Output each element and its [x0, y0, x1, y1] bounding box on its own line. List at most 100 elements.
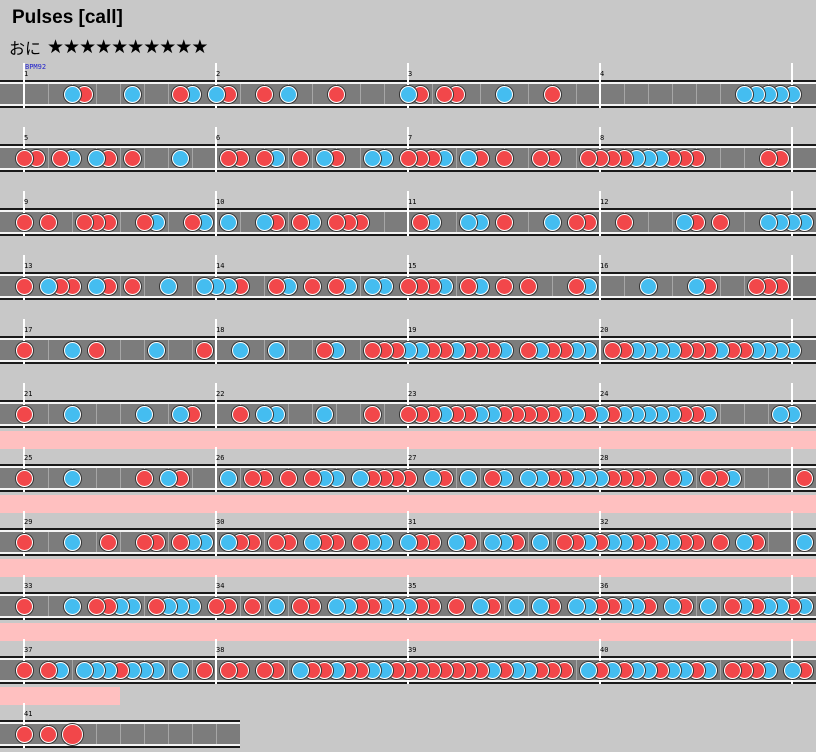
beat-tick [336, 404, 337, 424]
don-note [255, 85, 273, 103]
gogo-time-band [0, 495, 816, 513]
star-rating: ★★★★★★★★★★ [47, 36, 208, 58]
don-note [243, 469, 261, 487]
don-note [147, 597, 165, 615]
don-note [291, 213, 309, 231]
beat-tick [768, 532, 769, 552]
don-note [723, 661, 741, 679]
don-note [327, 213, 345, 231]
don-note [195, 341, 213, 359]
beat-tick [360, 276, 361, 296]
beat-tick [48, 84, 49, 104]
measure-number: 40 [600, 646, 609, 654]
beat-tick [216, 724, 217, 744]
beat-tick [720, 148, 721, 168]
don-note [519, 341, 537, 359]
ka-note [771, 405, 789, 423]
beat-tick [744, 148, 745, 168]
measure-number: 16 [600, 262, 609, 270]
beat-tick [456, 468, 457, 488]
don-note [399, 277, 417, 295]
measure-barline-end [791, 127, 793, 172]
ka-note [171, 149, 189, 167]
ka-note [363, 149, 381, 167]
beat-tick [672, 84, 673, 104]
don-note [483, 469, 501, 487]
beat-tick [144, 276, 145, 296]
don-note [39, 725, 57, 743]
measure-number: 3 [408, 70, 413, 78]
beat-tick [648, 212, 649, 232]
don-note [75, 213, 93, 231]
don-note [495, 277, 513, 295]
beat-tick [192, 148, 193, 168]
measure-number: 18 [216, 326, 225, 334]
measure-number: 31 [408, 518, 417, 526]
beat-tick [480, 84, 481, 104]
measure-number: 15 [408, 262, 417, 270]
beat-tick [168, 724, 169, 744]
beat-tick [672, 276, 673, 296]
don-note [795, 469, 813, 487]
beat-tick [360, 84, 361, 104]
beat-tick [360, 148, 361, 168]
ka-note [219, 533, 237, 551]
ka-note [519, 469, 537, 487]
beat-tick [192, 724, 193, 744]
don-note [219, 661, 237, 679]
don-note [279, 469, 297, 487]
ka-note [219, 213, 237, 231]
don-note [207, 597, 225, 615]
ka-note [399, 85, 417, 103]
measure-barline-end [791, 255, 793, 300]
beat-tick [288, 404, 289, 424]
don-note [363, 341, 381, 359]
don-note [711, 533, 729, 551]
beat-tick [240, 468, 241, 488]
don-note [123, 277, 141, 295]
gogo-time-band [0, 623, 816, 641]
don-note [519, 277, 537, 295]
don-note [759, 149, 777, 167]
beat-tick [96, 84, 97, 104]
beat-tick [312, 404, 313, 424]
beat-tick [288, 596, 289, 616]
ka-note [795, 533, 813, 551]
measure-number: 7 [408, 134, 413, 142]
measure-number: 28 [600, 454, 609, 462]
beat-tick [192, 660, 193, 680]
beat-tick [744, 276, 745, 296]
don-note [267, 533, 285, 551]
beat-tick [240, 212, 241, 232]
ka-note [63, 85, 81, 103]
don-note [15, 405, 33, 423]
beat-tick [552, 532, 553, 552]
don-note [711, 213, 729, 231]
measure-barline [215, 191, 217, 236]
ka-note [219, 469, 237, 487]
ka-note [159, 277, 177, 295]
don-note [15, 213, 33, 231]
measure-barline [215, 639, 217, 684]
beat-tick [120, 276, 121, 296]
ka-note [471, 597, 489, 615]
ka-note [63, 469, 81, 487]
beat-tick [744, 212, 745, 232]
ka-note [171, 661, 189, 679]
measure-number: 1 [24, 70, 29, 78]
ka-note [171, 405, 189, 423]
don-note [291, 597, 309, 615]
beat-tick [264, 532, 265, 552]
measure-barline [215, 319, 217, 364]
beat-tick [528, 532, 529, 552]
don-note [303, 277, 321, 295]
ka-note [579, 661, 597, 679]
beat-tick [744, 404, 745, 424]
beat-tick [144, 724, 145, 744]
beat-tick [480, 468, 481, 488]
beat-tick [240, 596, 241, 616]
don-note [39, 213, 57, 231]
beat-tick [192, 340, 193, 360]
beat-tick [504, 596, 505, 616]
ka-note [195, 277, 213, 295]
